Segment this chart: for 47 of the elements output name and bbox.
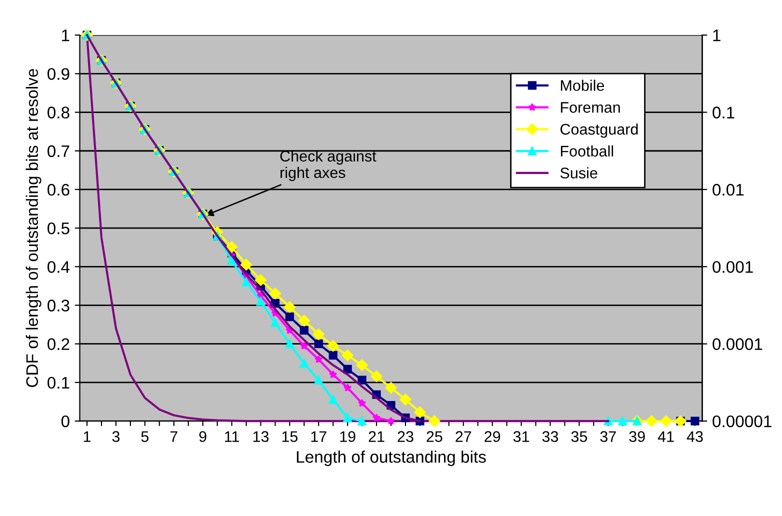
y-tick-label: 0.7 [48,145,70,158]
x-tick-label: 7 [170,431,178,442]
x-tick-label: 9 [199,431,206,442]
x-axis-title: Length of outstanding bits [296,450,486,466]
legend-label: Coastguard [560,123,638,138]
x-tick-label: 13 [253,431,269,442]
x-tick-label: 29 [484,431,500,442]
y-tick-label: 0.8 [48,106,70,118]
x-tick-label: 1 [84,431,91,442]
x-tick-label: 19 [340,431,356,442]
x-tick-label: 5 [141,431,149,442]
y2-tick-label: 1 [713,30,720,42]
y-tick-label: 0.5 [48,222,70,234]
x-tick-label: 23 [398,431,414,442]
x-tick-label: 35 [571,431,588,442]
x-tick-label: 31 [513,431,530,442]
x-tick-label: 21 [368,431,384,442]
y2-tick-label: 0.0001 [712,338,762,350]
y-tick-label: 0.3 [48,300,70,312]
x-tick-label: 17 [311,431,326,442]
y-tick-label: 0.1 [48,376,70,389]
y-tick-label: 0.9 [48,68,70,80]
y-tick-label: 0.6 [48,184,70,196]
x-tick-label: 41 [658,431,674,442]
legend-label: Susie [560,167,598,178]
y-tick-label: 0.2 [48,338,70,350]
legend-label: Mobile [560,80,604,91]
annotation: Check against right axes [280,150,376,182]
y-tick-label: 0.4 [48,261,70,273]
y-axis-title: CDF of length of outstanding bits at resolve [26,68,42,388]
x-tick-label: 33 [542,431,558,442]
x-tick-label: 37 [600,431,616,442]
x-tick-label: 15 [282,431,298,442]
y-tick-label: 0 [61,415,70,428]
legend-label: Football [560,145,614,157]
y2-tick-label: 0.01 [712,184,744,196]
y2-tick-label: 0.1 [712,106,734,118]
x-tick-label: 3 [112,431,120,442]
y-tick-label: 1 [62,30,70,42]
x-tick-label: 27 [456,431,472,442]
x-tick-label: 43 [686,431,703,442]
x-tick-label: 25 [426,431,442,442]
x-tick-label: 39 [629,431,645,442]
y2-tick-label: 0.001 [712,261,753,273]
y2-tick-label: 0.00001 [712,415,772,428]
x-tick-label: 11 [224,431,239,442]
legend-label: Foreman [560,102,620,113]
